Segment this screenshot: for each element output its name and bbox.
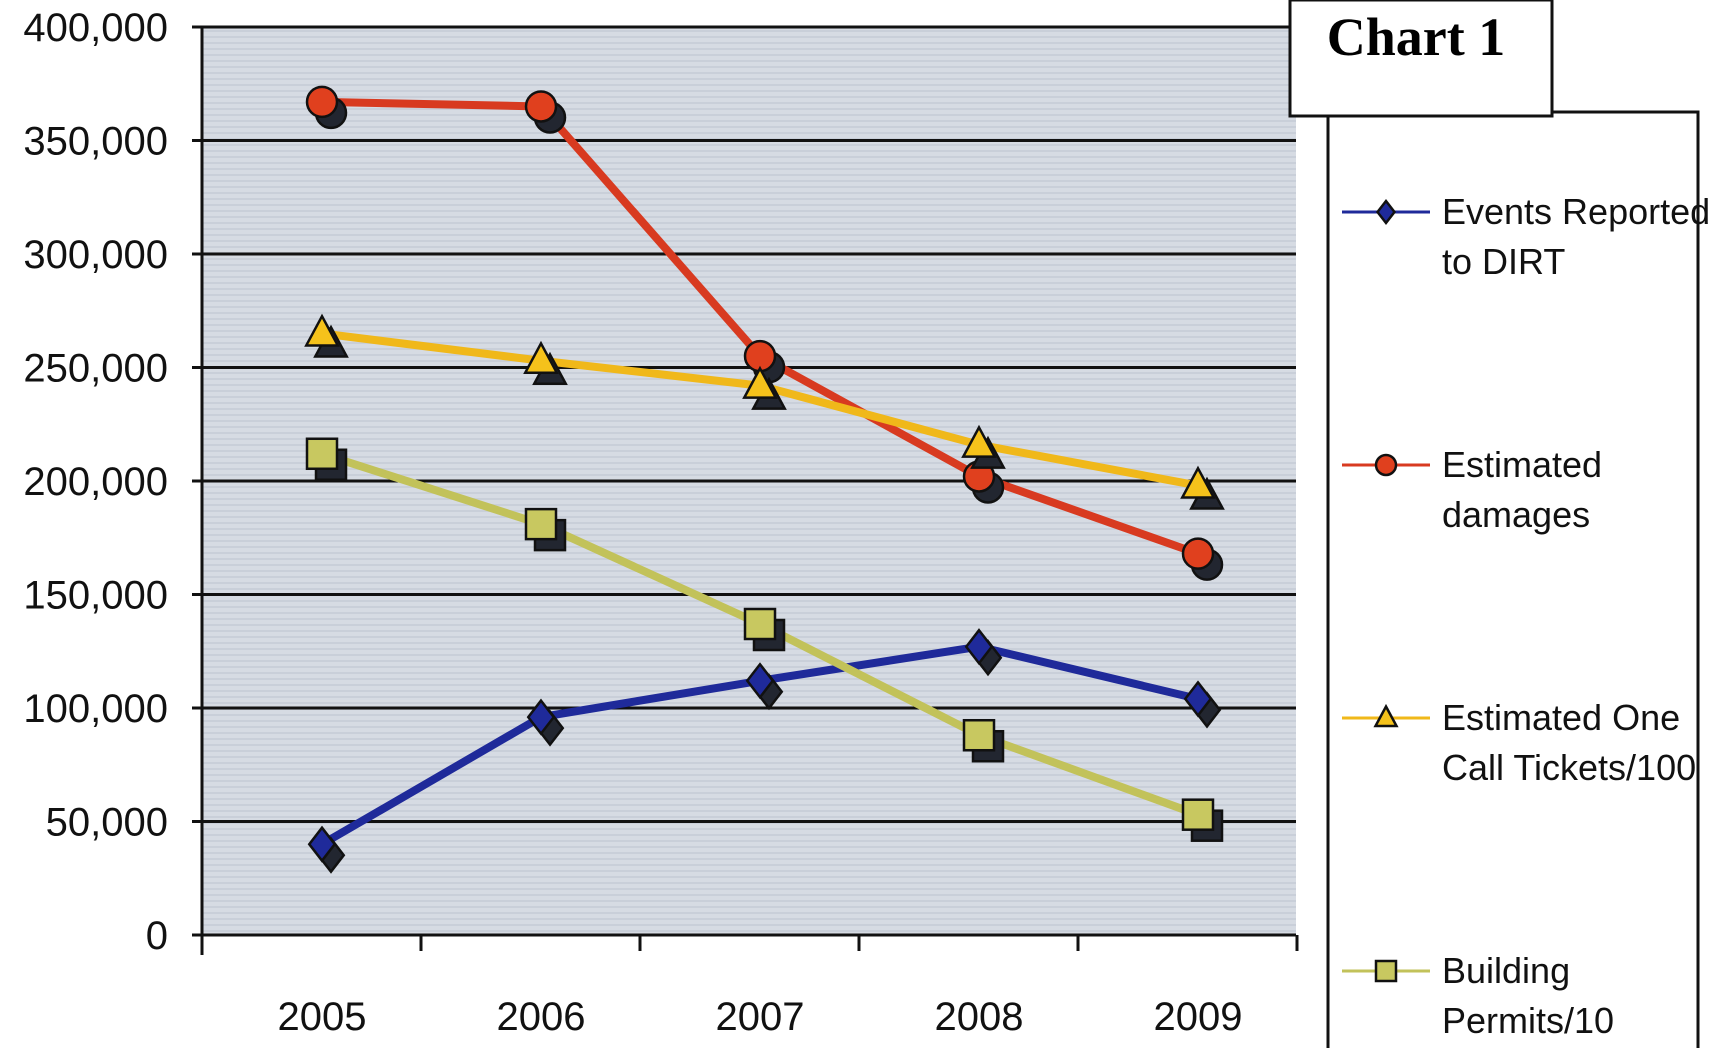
data-point — [305, 437, 339, 471]
y-tick-label: 150,000 — [23, 574, 168, 618]
legend-label: Estimated — [1442, 444, 1602, 485]
data-point — [1181, 798, 1215, 831]
x-tick-label: 2009 — [1154, 995, 1243, 1039]
data-point — [964, 628, 994, 666]
data-point — [745, 662, 775, 700]
x-tick-label: 2008 — [935, 995, 1024, 1039]
data-point — [1181, 537, 1215, 570]
data-point — [524, 90, 558, 123]
data-point — [961, 424, 997, 458]
legend-item: Building Permits/10 — [1342, 950, 1614, 1041]
series-1 — [307, 628, 1222, 874]
series-4 — [305, 437, 1224, 842]
series-2 — [305, 85, 1224, 581]
legend-label: damages — [1442, 494, 1590, 535]
legend-label: Call Tickets/100 — [1442, 747, 1696, 788]
data-point — [307, 825, 337, 863]
y-tick-label: 200,000 — [23, 460, 168, 504]
y-tick-label: 250,000 — [23, 347, 168, 391]
chart-title-box — [1288, 0, 1554, 118]
x-tick-label: 2005 — [278, 995, 367, 1039]
data-point — [742, 365, 778, 399]
x-tick-label: 2007 — [716, 995, 805, 1039]
legend-item: Events Reported to DIRT — [1342, 191, 1710, 282]
y-tick-label: 0 — [146, 914, 168, 958]
y-tick-label: 350,000 — [23, 120, 168, 164]
y-tick-label: 100,000 — [23, 687, 168, 731]
legend-item: Estimated damages — [1342, 444, 1602, 535]
data-point — [523, 340, 559, 374]
x-tick-label: 2006 — [497, 995, 586, 1039]
y-tick-label: 300,000 — [23, 233, 168, 277]
legend-item: Estimated One Call Tickets/100 — [1342, 697, 1696, 788]
chart-title: Chart 1 — [1327, 7, 1505, 67]
y-tick-label: 50,000 — [46, 801, 168, 845]
legend-marker — [1374, 453, 1398, 477]
series-3 — [304, 313, 1225, 510]
legend-label: Building — [1442, 950, 1570, 991]
legend-label: Events Reported — [1442, 191, 1710, 232]
y-tick-label: 400,000 — [23, 6, 168, 50]
data-point — [1180, 465, 1216, 499]
legend-label: Permits/10 — [1442, 1000, 1614, 1041]
legend-marker — [1374, 959, 1398, 983]
data-point — [304, 313, 340, 347]
legend-box — [1326, 110, 1700, 1048]
data-point — [305, 85, 339, 119]
data-point — [526, 698, 556, 736]
data-point — [962, 718, 996, 752]
data-point — [1183, 680, 1213, 718]
legend-marker — [1373, 703, 1399, 728]
legend-label: to DIRT — [1442, 241, 1565, 282]
data-point — [743, 607, 777, 641]
data-point — [524, 507, 558, 541]
legend-marker — [1375, 198, 1397, 226]
legend-label: Estimated One — [1442, 697, 1680, 738]
